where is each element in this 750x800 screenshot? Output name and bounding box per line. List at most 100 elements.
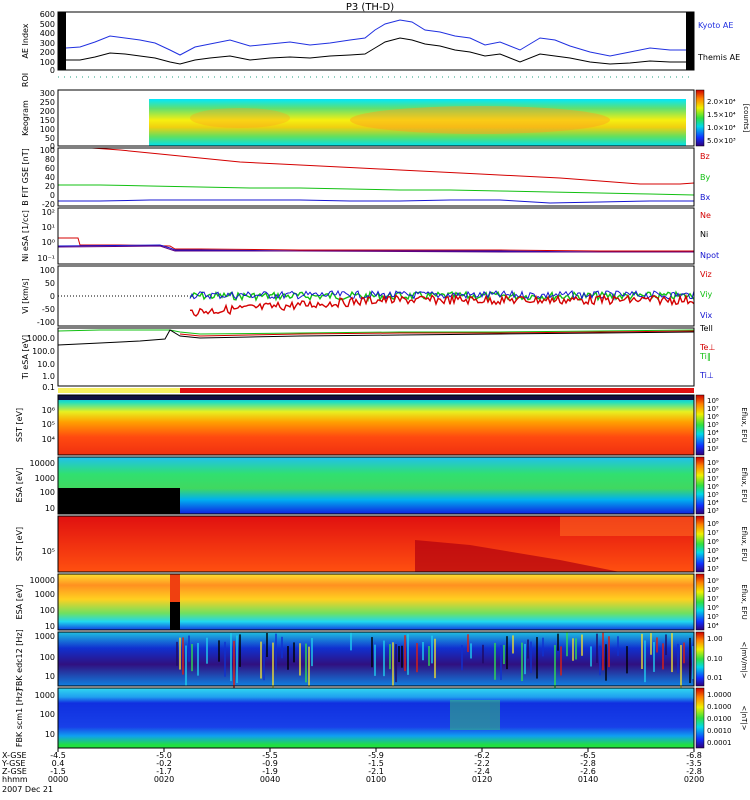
ytick-ni: 10² xyxy=(42,208,55,217)
ytick-ni: 10¹ xyxy=(42,223,55,232)
cbtick: 10² xyxy=(707,445,719,453)
ytick-fbk-1: 1000 xyxy=(35,632,55,641)
cbtick: 10⁸ xyxy=(707,467,719,475)
fbk-stripe xyxy=(299,643,301,676)
spectrogram-fbk-scm1 xyxy=(58,688,694,748)
ytick-esa-2: 10000 xyxy=(30,576,55,585)
fbk-stripe xyxy=(503,644,505,665)
ylabel-sst-2: SST [eV] xyxy=(15,527,24,561)
fbk-stripe xyxy=(422,641,424,661)
cbtick: 10⁷ xyxy=(707,405,719,413)
cbtick-keogram: 1.0×10⁴ xyxy=(707,124,736,132)
cbtick: 10⁷ xyxy=(707,529,719,537)
fbk-stripe xyxy=(560,646,562,676)
fbk-stripe xyxy=(506,636,508,670)
panel-ni-frame xyxy=(57,207,695,265)
x-tick-label-t: 0000 xyxy=(48,775,68,784)
mode-bar-slow xyxy=(58,388,180,393)
legend-viz: Viz xyxy=(700,270,712,279)
fbk-stripe xyxy=(179,637,181,670)
series-kyoto-ae xyxy=(65,19,686,57)
cbtick: 10⁸ xyxy=(707,586,719,594)
x-tick-label-x: -5.9 xyxy=(368,751,384,760)
keogram-hot-region-2 xyxy=(190,108,290,128)
fbk-stripe xyxy=(572,638,574,661)
ytick-sst-1: 10⁶ xyxy=(42,406,55,415)
cbtick: 10⁵ xyxy=(707,491,719,499)
x-tick-label-t: 0120 xyxy=(472,775,492,784)
legend-ti-par: Ti‖ xyxy=(699,352,711,361)
sst-1-top-band xyxy=(58,395,694,400)
fbk-stripe xyxy=(581,634,583,656)
cbtick: 10⁶ xyxy=(707,483,719,491)
fbk-stripe xyxy=(293,642,295,663)
fbk-stripe xyxy=(275,633,277,670)
fbk-stripe xyxy=(407,634,409,675)
x-tick-label-x: -4.5 xyxy=(50,751,66,760)
ylabel-roi: ROI xyxy=(21,73,30,87)
x-tick-label-t: 0140 xyxy=(578,775,598,784)
fbk-stripe xyxy=(617,636,619,656)
cbtick: 10⁵ xyxy=(707,613,719,621)
ytick-esa-1: 100 xyxy=(40,488,55,497)
cbtick: 10⁸ xyxy=(707,397,719,405)
ytick-vi: 0 xyxy=(50,292,55,301)
colorbar-sst-2 xyxy=(695,515,705,573)
spectrogram-esa-2 xyxy=(58,574,694,630)
fbk-stripe xyxy=(218,640,220,662)
fbk-stripe xyxy=(434,638,436,679)
fbk-stripe xyxy=(311,638,313,667)
fbk-stripe xyxy=(230,633,232,682)
fbk-stripe xyxy=(305,643,307,683)
x-tick-label-z: -1.9 xyxy=(262,767,278,776)
panel-sst-1-frame xyxy=(57,394,695,456)
series-bz xyxy=(91,147,695,185)
plot-title: P3 (TH-D) xyxy=(346,2,394,13)
x-tick-marks: -4.50.4-1.50000-5.0-0.2-1.70020-5.5-0.9-… xyxy=(48,748,704,784)
fbk-stripe xyxy=(467,634,469,653)
cbtick: 10⁶ xyxy=(707,604,719,612)
legend-npot: Npot xyxy=(700,251,719,260)
cbtick: 10⁴ xyxy=(707,499,719,507)
cblabel-keogram: [counts] xyxy=(742,104,750,133)
ytick-ae: 600 xyxy=(40,10,55,19)
cbtick-keogram: 1.5×10⁴ xyxy=(707,111,736,119)
ytick-esa-1: 10000 xyxy=(30,459,55,468)
fbk-stripe xyxy=(644,640,646,683)
panel-vi: Vi [km/s] 100 50 0 -50 -100 Viz Viy Vix xyxy=(21,265,713,327)
fbk-stripe xyxy=(281,636,283,659)
fbk-stripe xyxy=(191,644,193,672)
fbk-stripe xyxy=(605,644,607,681)
x-tick-label-y: 0.4 xyxy=(52,759,65,768)
fbk-stripe xyxy=(287,646,289,670)
fbk-stripe xyxy=(683,642,685,664)
x-tick-label-z: -1.7 xyxy=(156,767,172,776)
cbtick: 10⁶ xyxy=(707,413,719,421)
series-te-par xyxy=(57,329,695,346)
ytick-b: 80 xyxy=(45,155,55,164)
ytick-ni: 10⁻¹ xyxy=(37,254,55,263)
x-tick-label-x: -6.5 xyxy=(580,751,596,760)
panel-esa-2: ESA [eV] 10000 1000 100 10 10⁹ 10⁸ 10⁷ 1… xyxy=(15,573,748,631)
fbk-stripe xyxy=(383,640,385,677)
ytick-vi: 100 xyxy=(40,266,55,275)
ylabel-keogram: Keogram xyxy=(21,100,30,136)
fbk-stripe xyxy=(602,632,604,671)
colorbar-fbk-scm1 xyxy=(695,687,705,749)
cbtick: 10⁴ xyxy=(707,429,719,437)
ylabel-sst-1: SST [eV] xyxy=(15,408,24,442)
fbk-stripe xyxy=(665,634,667,656)
ytick-ti: 1.0 xyxy=(42,372,55,381)
cblabel-fbk-scm1: <|nT|> xyxy=(740,705,748,730)
x-tick-label-y: -2.8 xyxy=(580,759,596,768)
keogram-hot-region xyxy=(350,106,610,134)
x-tick-label-z: -2.1 xyxy=(368,767,384,776)
ylabel-esa-1: ESA [eV] xyxy=(15,468,24,503)
fbk-stripe xyxy=(470,643,472,659)
xaxis-row-label: hhmm xyxy=(2,775,28,784)
x-tick-label-y: -3.5 xyxy=(686,759,702,768)
cbtick-keogram: 2.0×10⁴ xyxy=(707,98,736,106)
ytick-sst-2: 10⁵ xyxy=(42,547,55,556)
cbtick: 10⁹ xyxy=(707,577,719,585)
